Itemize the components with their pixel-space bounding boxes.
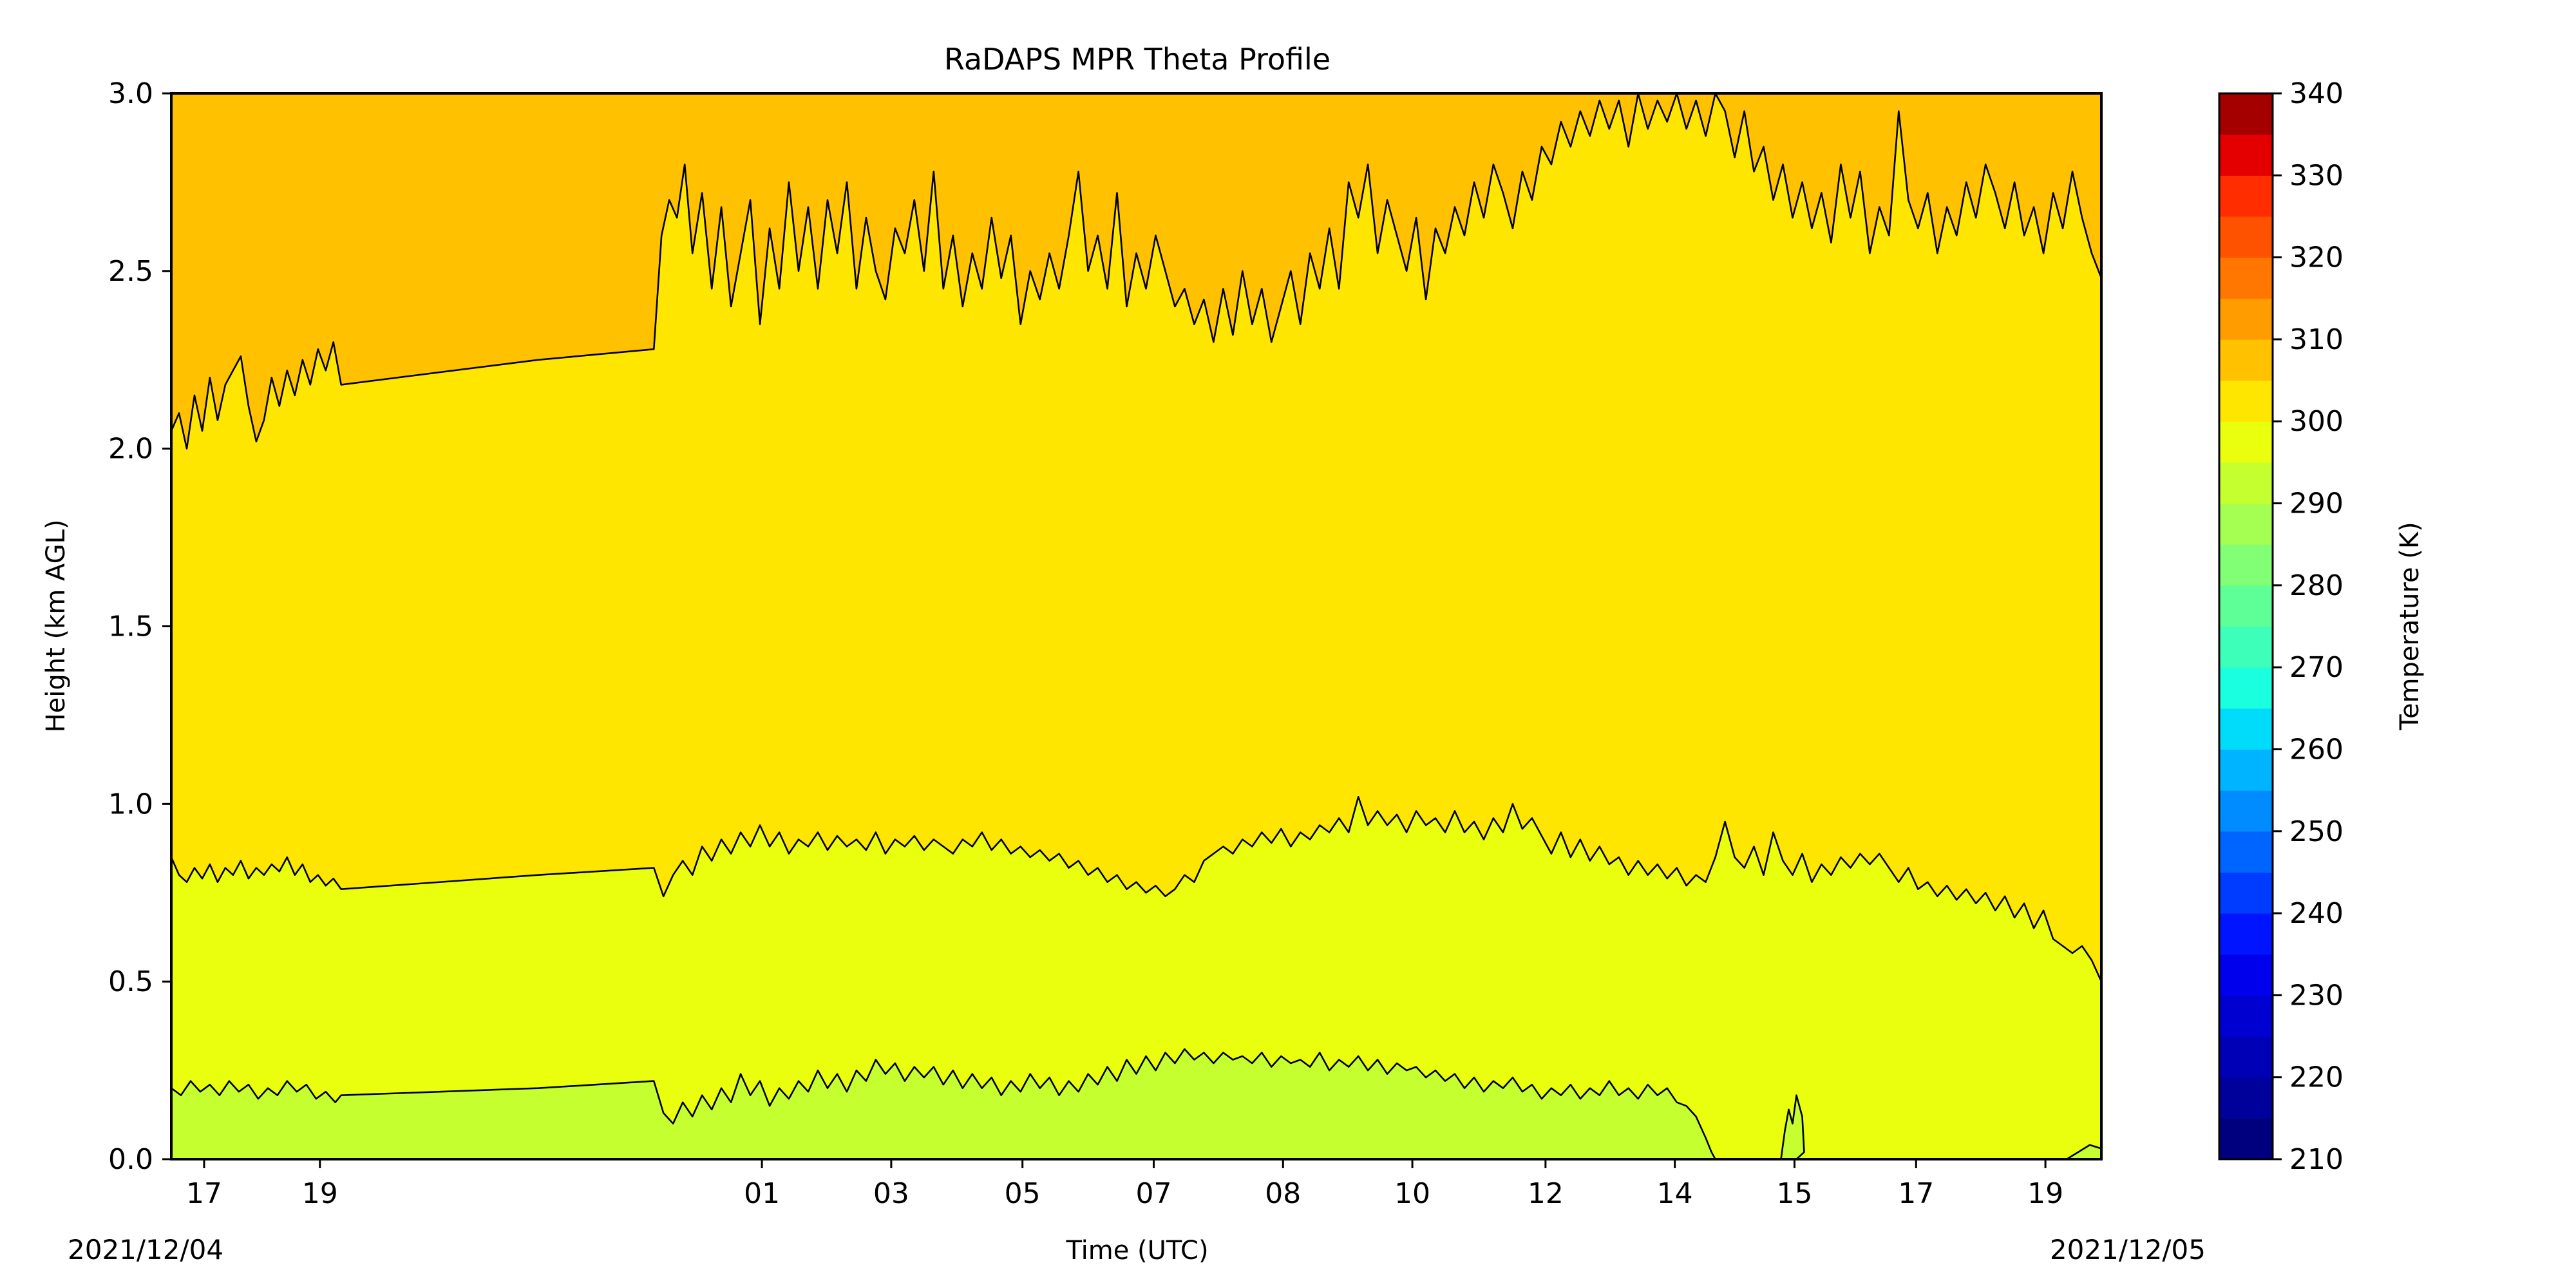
colorbar-tick-label: 240 <box>2289 897 2344 930</box>
colorbar-frame <box>2218 92 2274 1160</box>
band-285-290K-2 <box>1781 1095 1804 1159</box>
colorbar-tick-label: 300 <box>2289 405 2344 438</box>
colorbar-tick-label: 210 <box>2289 1143 2344 1176</box>
x-tick-label: 15 <box>1776 1177 1812 1210</box>
contour-bands <box>171 93 2101 1159</box>
x-tick-label: 07 <box>1135 1177 1171 1210</box>
colorbar-segment <box>2219 1036 2273 1078</box>
colorbar-tick-label: 330 <box>2289 159 2344 192</box>
end-date-label: 2021/12/05 <box>2050 1234 2206 1265</box>
colorbar-tick-label: 340 <box>2289 77 2344 110</box>
contour-lines <box>171 93 2101 1159</box>
y-axis-ticks: 0.0 0.5 1.0 1.5 2.0 2.5 3.0 <box>108 77 171 1176</box>
colorbar-segment <box>2219 790 2273 832</box>
x-tick-label: 19 <box>302 1177 338 1210</box>
y-tick-label: 2.0 <box>108 433 153 466</box>
colorbar-segment <box>2219 913 2273 955</box>
x-tick-label: 10 <box>1394 1177 1430 1210</box>
colorbar-tick-label: 270 <box>2289 651 2344 684</box>
colorbar-tick-label: 280 <box>2289 569 2344 602</box>
colorbar-segment <box>2219 708 2273 750</box>
colorbar-segment <box>2219 995 2273 1037</box>
chart-title: RaDAPS MPR Theta Profile <box>944 42 1331 77</box>
contour-line-300K-1 <box>171 93 2101 450</box>
colorbar-segment <box>2219 544 2273 586</box>
band-285-290K-1 <box>171 1049 1716 1159</box>
colorbar-segment <box>2219 421 2273 463</box>
x-axis-ticks: 17 19 01 03 05 07 08 10 12 14 15 17 19 <box>186 1159 2063 1210</box>
colorbar-segment <box>2219 462 2273 504</box>
colorbar-segment <box>2219 257 2273 299</box>
colorbar-tick-label: 290 <box>2289 488 2344 520</box>
band-290-295K <box>171 797 2101 1159</box>
colorbar-segment <box>2219 585 2273 627</box>
x-tick-label: 14 <box>1657 1177 1693 1210</box>
band-285-290K-3 <box>2067 1144 2101 1159</box>
y-tick-label: 0.5 <box>108 965 153 998</box>
colorbar-segment <box>2219 216 2273 258</box>
x-tick-label: 19 <box>2027 1177 2063 1210</box>
start-date-label: 2021/12/04 <box>68 1234 223 1265</box>
colorbar-segment <box>2219 503 2273 545</box>
x-tick-label: 12 <box>1528 1177 1564 1210</box>
colorbar-segment <box>2219 831 2273 873</box>
x-tick-label: 03 <box>873 1177 909 1210</box>
y-tick-label: 3.0 <box>108 77 153 110</box>
colorbar-segment <box>2219 667 2273 709</box>
colorbar-segment <box>2219 749 2273 791</box>
colorbar-tick-label: 310 <box>2289 323 2344 356</box>
contour-line-290K-3 <box>171 1048 1716 1159</box>
colorbar-segment <box>2219 380 2273 422</box>
colorbar-label: Temperature (K) <box>2395 522 2425 731</box>
x-tick-label: 17 <box>1898 1177 1934 1210</box>
contour-line-295K-2 <box>171 796 2101 982</box>
x-axis-label: Time (UTC) <box>1065 1236 1208 1265</box>
contour-line-290K-4 <box>1780 1094 1805 1159</box>
colorbar-tick-label: 260 <box>2289 733 2344 766</box>
colorbar-segment <box>2219 626 2273 668</box>
colorbar-segment <box>2219 298 2273 340</box>
colorbar-segment <box>2219 175 2273 217</box>
colorbar-tick-label: 250 <box>2289 815 2344 848</box>
x-tick-label: 05 <box>1005 1177 1041 1210</box>
x-tick-label: 17 <box>186 1177 222 1210</box>
colorbar-tick-label: 220 <box>2289 1061 2344 1094</box>
colorbar-segment <box>2219 93 2273 135</box>
colorbar-segment <box>2219 872 2273 914</box>
colorbar: 210 220 230 240 250 260 270 280 290 300 310 320 330 3… <box>2218 77 2344 1176</box>
y-tick-label: 1.5 <box>108 611 153 643</box>
colorbar-segment <box>2219 1077 2273 1119</box>
colorbar-segment <box>2219 134 2273 176</box>
y-tick-label: 2.5 <box>108 255 153 288</box>
colorbar-segment <box>2219 339 2273 381</box>
x-tick-label: 08 <box>1265 1177 1301 1210</box>
y-tick-label: 1.0 <box>108 788 153 820</box>
y-tick-label: 0.0 <box>108 1143 153 1176</box>
colorbar-segment <box>2219 1118 2273 1160</box>
x-tick-label: 01 <box>744 1177 780 1210</box>
colorbar-tick-label: 230 <box>2289 979 2344 1012</box>
y-axis-label: Height (km AGL) <box>41 520 71 733</box>
colorbar-segment <box>2219 954 2273 996</box>
contour-line-290K-5 <box>2066 1144 2101 1159</box>
colorbar-tick-label: 320 <box>2289 242 2344 274</box>
